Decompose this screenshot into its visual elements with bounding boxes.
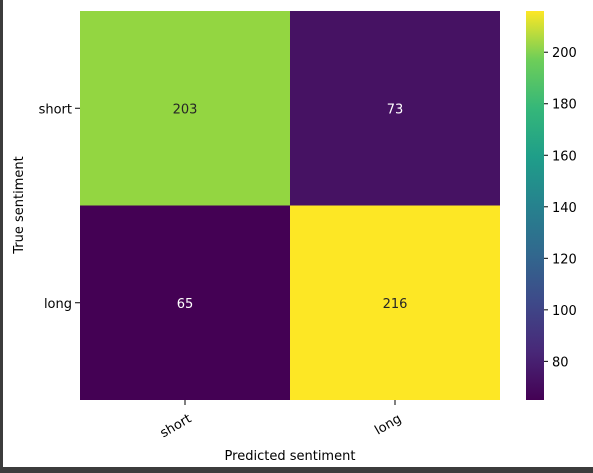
x-tick-label: long: [372, 411, 404, 438]
colorbar-tick-label: 200: [552, 46, 577, 61]
y-tick-label: short: [39, 102, 72, 117]
heatmap-cell: [290, 205, 500, 400]
colorbar-tick-label: 140: [552, 201, 577, 216]
cell-value-label: 65: [177, 297, 194, 312]
window-frame-bottom: [0, 467, 593, 473]
colorbar-tick-label: 100: [552, 304, 577, 319]
heatmap-cell: [80, 205, 290, 400]
heatmap-cell-labels: 203 73 65 216: [173, 102, 408, 312]
heatmap-cell: [290, 11, 500, 206]
cell-value-label: 216: [383, 297, 408, 312]
colorbar: [526, 11, 544, 400]
colorbar-tick-label: 120: [552, 252, 577, 267]
colorbar-tick-label: 160: [552, 149, 577, 164]
cell-value-label: 203: [173, 102, 198, 117]
colorbar-tick-label: 80: [552, 355, 569, 370]
heatmap-cells: [80, 11, 500, 400]
colorbar-tick-label: 180: [552, 98, 577, 113]
y-axis: short long: [39, 102, 80, 312]
x-tick-label: short: [158, 411, 194, 441]
y-axis-label: True sentiment: [12, 156, 27, 254]
y-tick-label: long: [44, 297, 72, 312]
x-axis-label: Predicted sentiment: [225, 449, 356, 464]
cell-value-label: 73: [387, 102, 404, 117]
heatmap-cell: [80, 11, 290, 206]
window-frame-left: [0, 0, 3, 473]
colorbar-axis: 80 100 120 140 160 180 200: [544, 46, 577, 370]
x-axis: short long: [158, 400, 404, 441]
